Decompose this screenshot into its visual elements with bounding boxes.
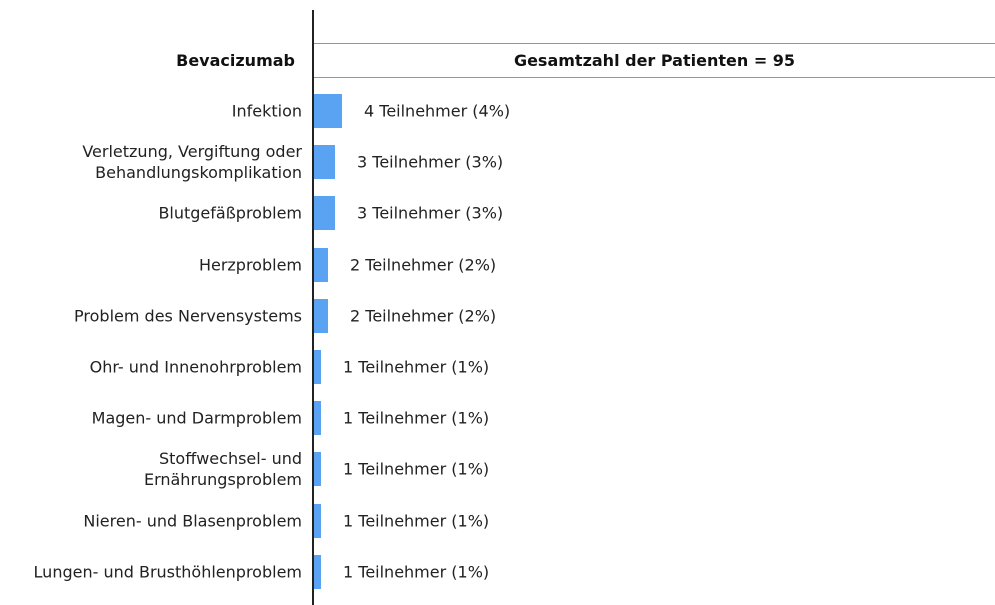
bar: [314, 350, 321, 384]
category-label: Blutgefäßproblem: [158, 203, 302, 223]
value-label: 3 Teilnehmer (3%): [357, 152, 504, 172]
bar: [314, 94, 342, 128]
value-label: 4 Teilnehmer (4%): [364, 101, 511, 121]
bar: [314, 298, 328, 333]
category-label: Ohr- und Innenohrproblem: [89, 357, 302, 377]
value-label: 2 Teilnehmer (2%): [350, 255, 497, 275]
bar: [314, 401, 321, 436]
value-label: 1 Teilnehmer (1%): [343, 459, 490, 479]
bar: [314, 196, 335, 231]
bar: [314, 247, 328, 282]
category-label: Herzproblem: [198, 255, 302, 275]
value-label: 2 Teilnehmer (2%): [350, 306, 497, 326]
value-label: 1 Teilnehmer (1%): [343, 511, 490, 531]
bar: [314, 145, 335, 180]
category-label: Problem des Nervensystems: [74, 306, 302, 326]
category-label: Nieren- und Blasenproblem: [83, 511, 302, 531]
category-label: Lungen- und Brusthöhlenproblem: [33, 562, 302, 582]
value-label: 1 Teilnehmer (1%): [343, 562, 490, 582]
bar: [314, 554, 321, 589]
bar: [314, 503, 321, 538]
row-header: Bevacizumab: [176, 51, 295, 70]
bar: [314, 452, 321, 487]
value-label: 1 Teilnehmer (1%): [343, 408, 490, 428]
axis-line: [312, 10, 314, 605]
value-label: 3 Teilnehmer (3%): [357, 203, 504, 223]
value-label: 1 Teilnehmer (1%): [343, 357, 490, 377]
category-label: Stoffwechsel- und Ernährungsproblem: [143, 449, 302, 490]
category-label: Infektion: [231, 101, 302, 121]
category-label: Magen- und Darmproblem: [91, 408, 302, 428]
header-line: [314, 43, 995, 44]
header-line: [314, 77, 995, 78]
chart-title: Gesamtzahl der Patienten = 95: [513, 51, 796, 70]
category-label: Verletzung, Vergiftung oder Behandlungsk…: [82, 142, 302, 183]
